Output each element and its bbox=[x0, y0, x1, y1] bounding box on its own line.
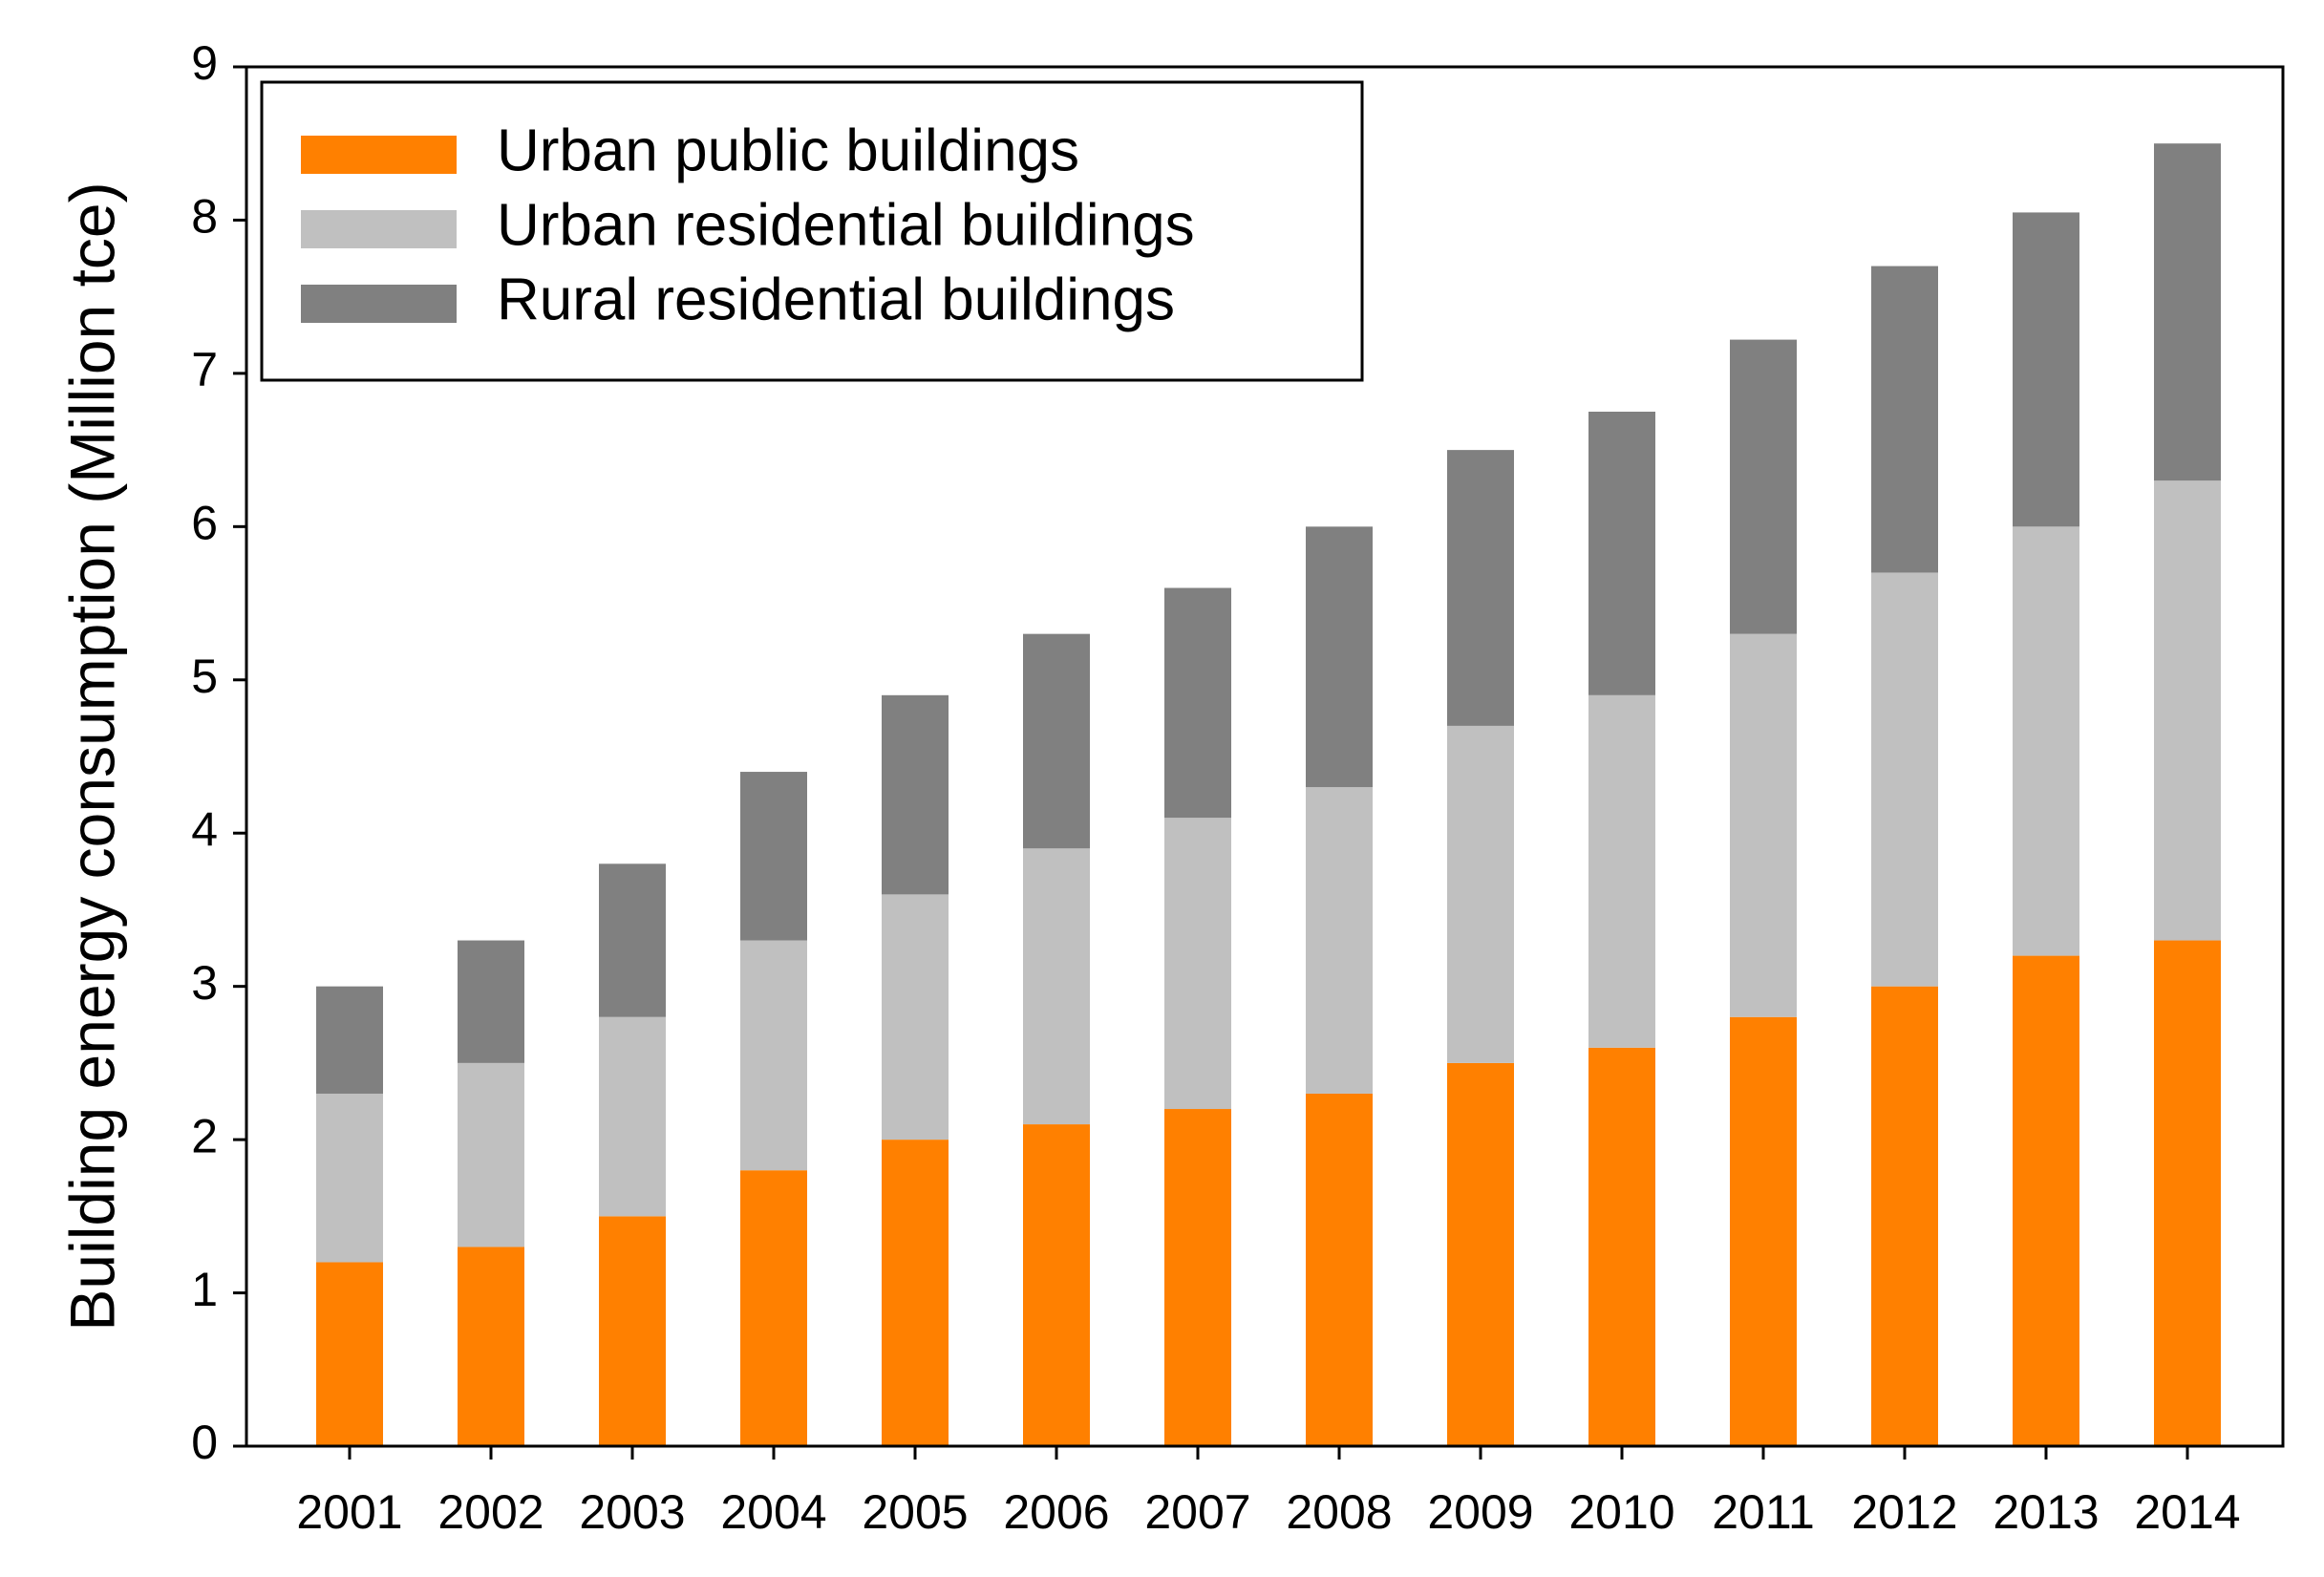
y-tick-label: 9 bbox=[191, 36, 218, 90]
legend-swatch-series-3 bbox=[301, 285, 457, 323]
y-tick-label: 8 bbox=[191, 190, 218, 244]
y-tick-label: 3 bbox=[191, 956, 218, 1010]
bar-2007-series-1 bbox=[1164, 1109, 1231, 1446]
x-tick-label: 2012 bbox=[1851, 1485, 1957, 1539]
x-tick-label: 2002 bbox=[437, 1485, 544, 1539]
x-tick-label: 2004 bbox=[720, 1485, 826, 1539]
y-tick-label: 6 bbox=[191, 497, 218, 550]
bar-2006-series-1 bbox=[1023, 1124, 1090, 1446]
legend: Urban public buildings Urban residential … bbox=[260, 80, 1364, 382]
bar-2002-series-1 bbox=[458, 1247, 524, 1446]
bar-2010-series-1 bbox=[1588, 1047, 1655, 1446]
bar-2008-series-3 bbox=[1306, 526, 1373, 788]
bar-2009-series-2 bbox=[1447, 725, 1514, 1063]
x-tick-label: 2014 bbox=[2134, 1485, 2240, 1539]
bar-2011-series-1 bbox=[1730, 1016, 1797, 1446]
bar-2011-series-2 bbox=[1730, 633, 1797, 1017]
x-tick-label: 2005 bbox=[862, 1485, 968, 1539]
bar-2012-series-3 bbox=[1871, 266, 1938, 573]
bar-2003-series-2 bbox=[599, 1016, 666, 1217]
bar-2006-series-3 bbox=[1023, 633, 1090, 849]
y-tick-label: 1 bbox=[191, 1263, 218, 1316]
y-tick-label: 4 bbox=[191, 802, 218, 856]
x-tick-label: 2013 bbox=[1993, 1485, 2099, 1539]
x-tick-label: 2007 bbox=[1144, 1485, 1250, 1539]
legend-swatch-series-1 bbox=[301, 136, 457, 174]
x-tick-label: 2009 bbox=[1427, 1485, 1533, 1539]
bar-2004-series-1 bbox=[740, 1170, 807, 1446]
bar-2003-series-3 bbox=[599, 863, 666, 1017]
bars-group bbox=[316, 143, 2221, 1446]
bar-2004-series-2 bbox=[740, 940, 807, 1171]
bar-2013-series-2 bbox=[2013, 526, 2079, 956]
bar-2002-series-3 bbox=[458, 940, 524, 1063]
x-tick-label: 2010 bbox=[1568, 1485, 1674, 1539]
bar-2001-series-2 bbox=[316, 1093, 383, 1263]
legend-label-series-2: Urban residential buildings bbox=[497, 192, 1195, 258]
bar-2002-series-2 bbox=[458, 1062, 524, 1247]
bar-2005-series-2 bbox=[882, 894, 949, 1140]
legend-label-series-1: Urban public buildings bbox=[497, 117, 1079, 183]
bar-2011-series-3 bbox=[1730, 339, 1797, 634]
bar-2012-series-1 bbox=[1871, 986, 1938, 1446]
bar-2005-series-1 bbox=[882, 1140, 949, 1446]
bar-2009-series-1 bbox=[1447, 1062, 1514, 1446]
y-tick-label: 2 bbox=[191, 1109, 218, 1162]
legend-swatch-series-2 bbox=[301, 210, 457, 248]
y-axis: 0 1 2 3 4 5 6 7 8 9 bbox=[191, 36, 246, 1469]
y-tick-label: 0 bbox=[191, 1416, 218, 1469]
x-axis: 2001 2002 2003 2004 2005 2006 2007 2008 2009 2010… bbox=[296, 1446, 2241, 1539]
bar-2006-series-2 bbox=[1023, 848, 1090, 1125]
bar-2013-series-1 bbox=[2013, 955, 2079, 1446]
x-tick-label: 2003 bbox=[579, 1485, 685, 1539]
y-tick-label: 7 bbox=[191, 343, 218, 396]
legend-label-series-3: Rural residential buildings bbox=[497, 266, 1175, 332]
x-tick-label: 2006 bbox=[1003, 1485, 1109, 1539]
bar-2014-series-2 bbox=[2154, 480, 2221, 941]
bar-2009-series-3 bbox=[1447, 450, 1514, 726]
bar-2004-series-3 bbox=[740, 772, 807, 941]
bar-2014-series-3 bbox=[2154, 143, 2221, 481]
bar-2010-series-3 bbox=[1588, 412, 1655, 695]
bar-2007-series-3 bbox=[1164, 587, 1231, 819]
bar-2008-series-1 bbox=[1306, 1093, 1373, 1446]
y-axis-title: Building energy consumption (Million tce… bbox=[56, 181, 127, 1331]
bar-2008-series-2 bbox=[1306, 787, 1373, 1094]
bar-2014-series-1 bbox=[2154, 940, 2221, 1446]
bar-2005-series-3 bbox=[882, 694, 949, 895]
bar-2001-series-1 bbox=[316, 1262, 383, 1446]
bar-2001-series-3 bbox=[316, 986, 383, 1094]
bar-2010-series-2 bbox=[1588, 694, 1655, 1048]
x-tick-label: 2011 bbox=[1712, 1485, 1815, 1539]
x-tick-label: 2001 bbox=[296, 1485, 402, 1539]
bar-2007-series-2 bbox=[1164, 818, 1231, 1110]
bar-2003-series-1 bbox=[599, 1216, 666, 1446]
x-tick-label: 2008 bbox=[1286, 1485, 1392, 1539]
bar-2012-series-2 bbox=[1871, 572, 1938, 987]
y-tick-label: 5 bbox=[191, 650, 218, 703]
plot-frame bbox=[245, 65, 2285, 1448]
bar-2013-series-3 bbox=[2013, 212, 2079, 527]
